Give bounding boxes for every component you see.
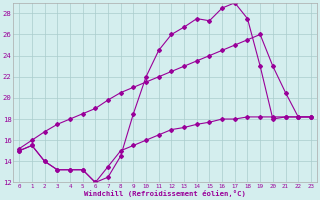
X-axis label: Windchill (Refroidissement éolien,°C): Windchill (Refroidissement éolien,°C) — [84, 190, 246, 197]
